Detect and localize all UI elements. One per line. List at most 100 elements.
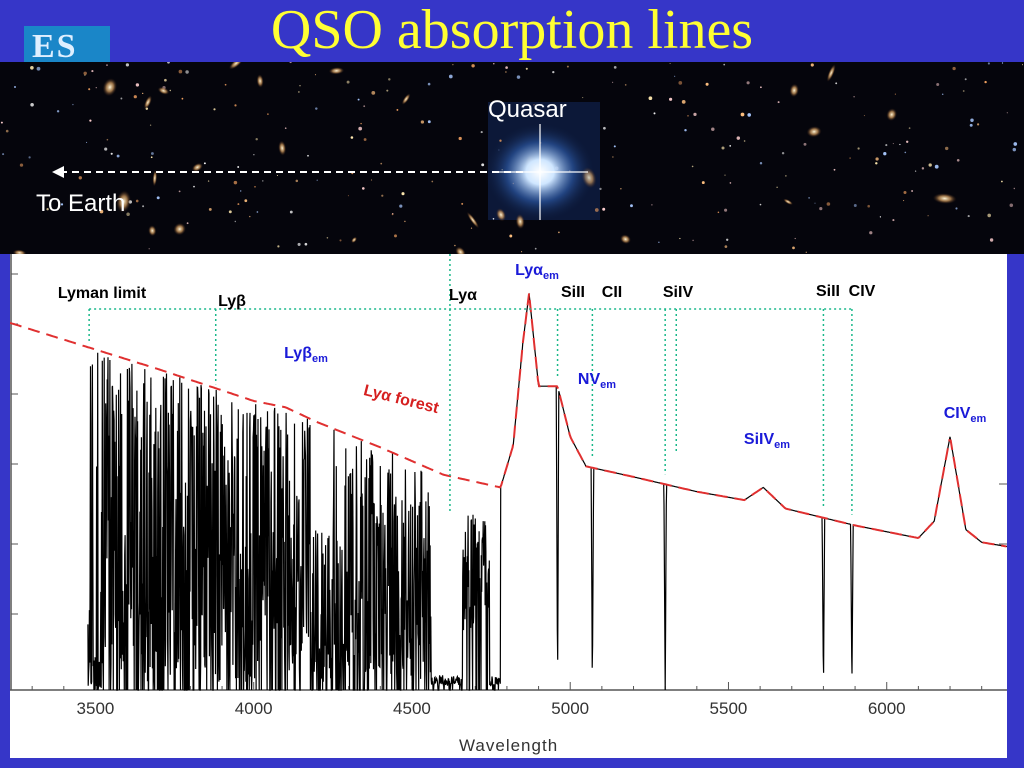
galaxy	[256, 74, 264, 88]
star	[237, 166, 240, 168]
star	[805, 251, 807, 253]
galaxy	[143, 95, 152, 110]
star	[46, 208, 49, 211]
star	[19, 163, 24, 167]
emission-subscript: em	[312, 353, 328, 365]
galaxy	[620, 234, 631, 244]
x-tick-label: 6000	[868, 699, 906, 718]
star	[679, 237, 681, 240]
star	[295, 179, 299, 183]
star	[133, 95, 137, 99]
star	[533, 104, 535, 106]
star	[104, 147, 108, 151]
star	[56, 110, 60, 113]
star	[669, 62, 671, 65]
star	[904, 151, 907, 154]
spectrum-line	[87, 292, 1007, 691]
star	[1013, 142, 1018, 146]
star	[249, 215, 251, 218]
galaxy	[12, 249, 27, 254]
star	[558, 231, 560, 234]
star	[792, 246, 795, 250]
star	[452, 64, 454, 66]
star	[72, 103, 74, 106]
star	[350, 136, 354, 139]
star	[339, 239, 342, 242]
star	[110, 152, 113, 155]
emission-label: Lyαem	[515, 262, 559, 282]
star	[304, 242, 308, 246]
star	[819, 206, 823, 211]
star	[711, 127, 715, 131]
star	[777, 101, 780, 104]
galaxy	[191, 162, 203, 172]
star	[185, 70, 189, 74]
star	[785, 175, 787, 177]
star	[237, 203, 240, 206]
galaxy	[116, 190, 131, 213]
star	[505, 66, 508, 69]
star	[936, 83, 940, 86]
star	[267, 113, 269, 115]
x-tick-label: 5000	[551, 699, 589, 718]
star	[835, 82, 838, 85]
star	[620, 188, 622, 190]
star	[552, 70, 555, 74]
star	[363, 138, 367, 141]
star	[1009, 203, 1014, 208]
star	[481, 163, 485, 167]
star	[142, 92, 144, 95]
galaxy	[173, 222, 186, 236]
star	[371, 91, 376, 95]
star	[692, 239, 694, 242]
star	[911, 190, 914, 192]
star	[86, 141, 88, 143]
star	[826, 202, 831, 206]
star	[471, 64, 475, 68]
star	[181, 97, 184, 100]
star	[908, 127, 911, 129]
absorption-label: SiII	[561, 284, 585, 301]
star	[358, 126, 363, 131]
star	[976, 123, 980, 126]
absorption-label: SiII	[816, 283, 840, 300]
star	[120, 97, 123, 100]
star	[810, 63, 814, 67]
star	[346, 80, 350, 84]
star	[808, 197, 810, 199]
star	[370, 179, 373, 181]
star	[687, 115, 689, 117]
star	[357, 98, 360, 101]
star	[316, 179, 318, 181]
star	[853, 204, 857, 207]
star	[277, 245, 280, 248]
star	[648, 96, 653, 101]
star	[386, 89, 389, 92]
star	[391, 213, 394, 216]
star	[853, 96, 855, 98]
star	[142, 205, 145, 208]
star	[525, 67, 528, 70]
star	[148, 248, 150, 250]
star	[5, 129, 9, 133]
star	[315, 107, 318, 110]
star	[178, 190, 181, 193]
star	[669, 97, 673, 101]
absorption-label: Lyβ	[218, 293, 246, 310]
star	[106, 64, 108, 66]
star	[875, 157, 879, 161]
star	[721, 146, 725, 150]
slide-title: QSO absorption lines	[270, 0, 754, 61]
star	[360, 122, 362, 125]
star	[289, 210, 293, 214]
star	[28, 156, 31, 159]
galaxy	[229, 62, 244, 70]
star	[0, 121, 3, 124]
galaxy	[157, 86, 170, 95]
star	[284, 127, 287, 130]
emission-label: SiIVem	[744, 431, 790, 451]
star	[493, 63, 495, 65]
eso-logo: ES	[24, 26, 110, 62]
star	[126, 212, 130, 217]
background-galaxies	[0, 62, 1024, 254]
